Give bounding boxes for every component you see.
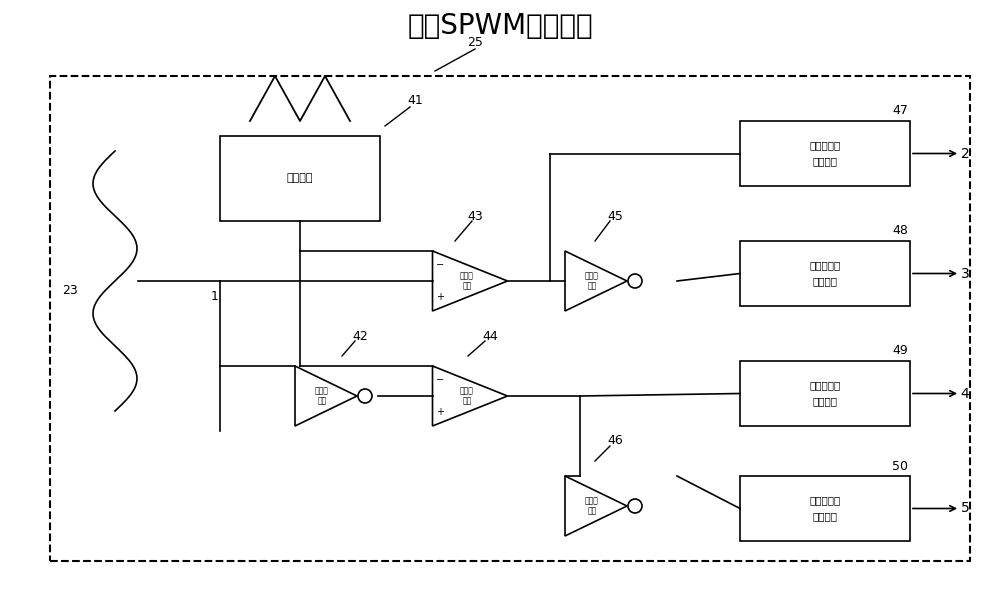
Polygon shape	[565, 476, 627, 536]
Text: 延时模块: 延时模块	[812, 277, 838, 287]
Text: 相器: 相器	[587, 281, 597, 291]
Circle shape	[628, 274, 642, 288]
Polygon shape	[432, 251, 508, 311]
Text: 第二上升沿: 第二上升沿	[809, 261, 841, 271]
Text: 46: 46	[607, 434, 623, 447]
Text: 25: 25	[467, 37, 483, 50]
Text: 相器: 相器	[587, 506, 597, 515]
Polygon shape	[295, 366, 357, 426]
Text: 第三上升沿: 第三上升沿	[809, 381, 841, 391]
Circle shape	[358, 389, 372, 403]
Text: 42: 42	[352, 330, 368, 343]
Polygon shape	[565, 251, 627, 311]
Text: 第一上升沿: 第一上升沿	[809, 141, 841, 151]
Text: 4: 4	[961, 387, 969, 401]
Text: 45: 45	[607, 209, 623, 222]
Text: 第二反: 第二反	[585, 271, 599, 281]
Text: +: +	[436, 292, 444, 302]
Text: 47: 47	[892, 105, 908, 118]
Text: 1: 1	[211, 290, 219, 303]
Bar	[740, 476, 910, 541]
Text: 49: 49	[892, 345, 908, 358]
Text: 第一反: 第一反	[315, 387, 329, 395]
Bar	[740, 241, 910, 306]
Text: 43: 43	[467, 209, 483, 222]
Text: 5: 5	[961, 502, 969, 515]
Text: 延时模块: 延时模块	[812, 511, 838, 521]
Text: 较器: 较器	[462, 397, 472, 405]
Text: 三角载波: 三角载波	[287, 174, 313, 183]
Text: 48: 48	[892, 225, 908, 238]
Text: 41: 41	[407, 95, 423, 108]
Text: 倍频SPWM调制模块: 倍频SPWM调制模块	[407, 12, 593, 40]
Text: +: +	[436, 407, 444, 417]
Bar	[50, 76, 970, 561]
Text: 较器: 较器	[462, 281, 472, 291]
Text: 23: 23	[62, 284, 78, 297]
Circle shape	[628, 499, 642, 513]
Text: 第三比: 第三比	[460, 387, 474, 395]
Bar	[220, 136, 380, 221]
Text: 第三反: 第三反	[585, 496, 599, 505]
Text: 相器: 相器	[317, 397, 327, 405]
Text: 44: 44	[482, 330, 498, 343]
Bar	[740, 121, 910, 186]
Polygon shape	[432, 366, 508, 426]
Text: 第二比: 第二比	[460, 271, 474, 281]
Text: 第四上升沿: 第四上升沿	[809, 495, 841, 505]
Text: 3: 3	[961, 267, 969, 281]
Text: −: −	[436, 375, 445, 385]
Text: 延时模块: 延时模块	[812, 157, 838, 167]
Text: −: −	[436, 260, 445, 270]
Text: 50: 50	[892, 459, 908, 472]
Text: 延时模块: 延时模块	[812, 397, 838, 407]
Bar	[740, 361, 910, 426]
Text: 2: 2	[961, 147, 969, 161]
